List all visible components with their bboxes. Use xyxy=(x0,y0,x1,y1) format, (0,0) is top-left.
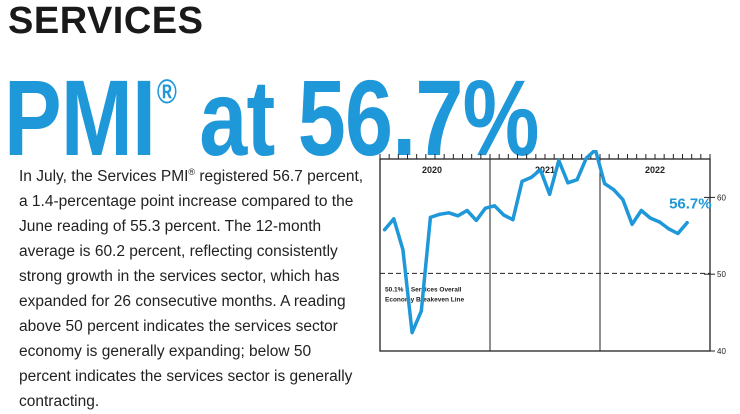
services-pmi-series-line xyxy=(382,150,689,335)
y-tick-label: 50 xyxy=(717,270,726,279)
data-point xyxy=(410,331,414,335)
data-point xyxy=(465,208,469,213)
data-point xyxy=(383,228,387,232)
data-point xyxy=(456,214,460,218)
series-points xyxy=(383,150,689,335)
data-point xyxy=(511,218,515,222)
data-point xyxy=(438,212,442,216)
body-text-before: In July, the Services PMI xyxy=(19,168,189,186)
headline-kicker: SERVICES xyxy=(8,0,204,42)
data-point xyxy=(493,204,497,208)
year-label-2021: 2021 xyxy=(535,165,555,175)
data-point xyxy=(603,182,607,186)
breakeven-label-line2: Economy Breakeven Line xyxy=(385,296,464,303)
data-point xyxy=(401,248,405,252)
title-rest: at 56.7% xyxy=(176,57,539,178)
data-point xyxy=(483,206,487,210)
data-point xyxy=(428,215,432,219)
data-point xyxy=(658,220,662,224)
body-text-after: registered 56.7 percent, a 1.4-percentag… xyxy=(19,168,364,411)
data-point xyxy=(621,198,625,202)
data-point xyxy=(419,309,423,313)
body-registered-mark: ® xyxy=(188,167,196,177)
data-point xyxy=(529,175,533,179)
plot-frame xyxy=(379,158,711,352)
last-value-label: 56.7% xyxy=(669,196,712,213)
data-point xyxy=(667,227,671,231)
year-label-2022: 2022 xyxy=(645,165,665,175)
data-point xyxy=(566,181,570,185)
data-point xyxy=(557,158,561,163)
data-point xyxy=(685,221,689,225)
registered-mark: ® xyxy=(156,73,177,111)
year-label-2020: 2020 xyxy=(422,165,442,175)
data-point xyxy=(502,213,506,217)
data-point xyxy=(520,179,524,183)
data-point xyxy=(639,208,643,213)
title-main: PMI xyxy=(4,57,156,178)
data-point xyxy=(648,216,652,220)
data-point xyxy=(593,150,597,152)
data-point xyxy=(612,188,616,192)
data-point xyxy=(447,211,451,215)
data-point xyxy=(548,192,552,196)
y-axis: 40 50 60 xyxy=(704,193,726,355)
y-tick-label: 60 xyxy=(717,193,726,202)
data-point xyxy=(575,178,579,182)
data-point xyxy=(630,222,634,226)
headline-title: PMI® at 56.7% xyxy=(4,36,539,174)
data-point xyxy=(676,231,680,236)
data-point xyxy=(392,217,396,221)
data-point xyxy=(584,156,588,160)
data-point xyxy=(538,168,542,172)
y-tick-label: 40 xyxy=(717,347,726,355)
month-ticks xyxy=(379,154,711,159)
body-paragraph: In July, the Services PMI® registered 56… xyxy=(19,160,364,414)
data-point xyxy=(474,218,478,222)
